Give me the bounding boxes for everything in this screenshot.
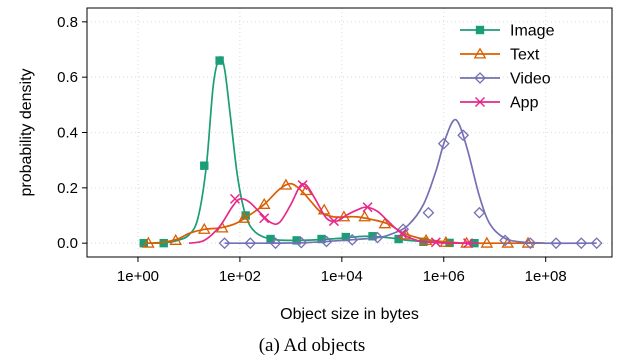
series-video-point	[575, 237, 588, 250]
tick-labels: 1e+00 1e+02 1e+04 1e+06 1e+08 0.0 0.2 0.4 0.6 0.8	[57, 14, 567, 285]
series-text-point	[439, 235, 453, 247]
series-image-line	[143, 56, 469, 245]
series-layer	[139, 56, 603, 250]
x-tick-label: 1e+02	[219, 268, 261, 285]
legend-marker-app	[474, 96, 486, 108]
legend-item-app: App	[460, 95, 539, 112]
series-text-point	[237, 211, 251, 223]
series-text-point	[142, 236, 155, 248]
series-app-point	[229, 193, 240, 204]
legend: Image Text Video App	[460, 23, 555, 112]
series-app-line	[188, 182, 480, 245]
series-text-point	[169, 233, 183, 245]
series-app-point	[430, 237, 441, 248]
series-video-point	[346, 233, 359, 246]
legend-marker-text	[473, 47, 487, 59]
series-image-point	[292, 236, 301, 245]
series-video-point	[524, 237, 537, 250]
legend-marker-image	[475, 25, 485, 35]
series-video-point	[218, 237, 231, 250]
series-image	[139, 56, 479, 248]
grid-lines	[87, 8, 612, 257]
series-image-point	[368, 232, 377, 241]
series-video-point	[499, 234, 512, 247]
series-text	[142, 178, 546, 248]
series-video-point	[295, 236, 308, 249]
series-app-point	[362, 202, 373, 213]
y-tick-label: 0.8	[57, 14, 78, 31]
series-app-point	[328, 216, 339, 227]
series-video-point	[269, 237, 282, 250]
series-video-line	[224, 118, 597, 245]
series-video-point	[371, 231, 384, 244]
y-tick-label: 0.2	[57, 180, 78, 197]
series-text-point	[299, 184, 313, 196]
plot-frame	[86, 7, 613, 258]
series-text-point	[480, 236, 494, 248]
series-app-point	[297, 180, 308, 191]
x-axis-title: Object size in bytes	[280, 306, 419, 323]
series-app	[188, 180, 480, 249]
series-video-point	[550, 237, 563, 250]
x-tick-label: 1e+00	[117, 268, 159, 285]
series-text-point	[378, 217, 392, 229]
series-video-point	[457, 129, 470, 142]
figure-caption: (a) Ad objects	[259, 335, 366, 356]
series-video-point	[473, 206, 486, 219]
legend-item-image: Image	[460, 23, 555, 40]
y-tick-label: 0.6	[57, 69, 78, 86]
y-tick-label: 0.0	[57, 235, 78, 252]
x-tick-label: 1e+08	[525, 268, 567, 285]
series-text-point	[197, 222, 211, 234]
series-text-point	[419, 233, 433, 245]
x-tick-label: 1e+06	[423, 268, 465, 285]
series-image-point	[215, 56, 224, 65]
series-video-point	[244, 237, 257, 250]
series-video-point	[590, 237, 603, 250]
series-text-point	[358, 210, 371, 222]
series-image-point	[200, 161, 209, 170]
legend-item-video: Video	[460, 71, 551, 88]
series-video-point	[422, 206, 435, 219]
series-app-point	[259, 213, 270, 224]
series-image-point	[266, 234, 275, 244]
series-video-point	[437, 137, 450, 150]
legend-label-video: Video	[510, 71, 551, 88]
series-app-point	[463, 238, 474, 249]
legend-item-text: Text	[460, 47, 540, 64]
legend-marker-video	[474, 72, 486, 84]
series-text-point	[279, 178, 293, 190]
series-text-point	[501, 236, 515, 248]
series-video	[218, 118, 603, 250]
y-tick-label: 0.4	[57, 125, 78, 142]
legend-label-text: Text	[510, 47, 540, 64]
series-app-point	[396, 228, 407, 239]
series-text-point	[257, 197, 271, 209]
series-text-point	[337, 210, 351, 222]
legend-label-app: App	[510, 95, 539, 112]
series-video-point	[320, 235, 333, 248]
series-image-point	[317, 234, 326, 244]
y-axis-title: probability density	[18, 68, 35, 196]
x-tick-label: 1e+04	[321, 268, 363, 285]
legend-label-image: Image	[510, 23, 555, 40]
